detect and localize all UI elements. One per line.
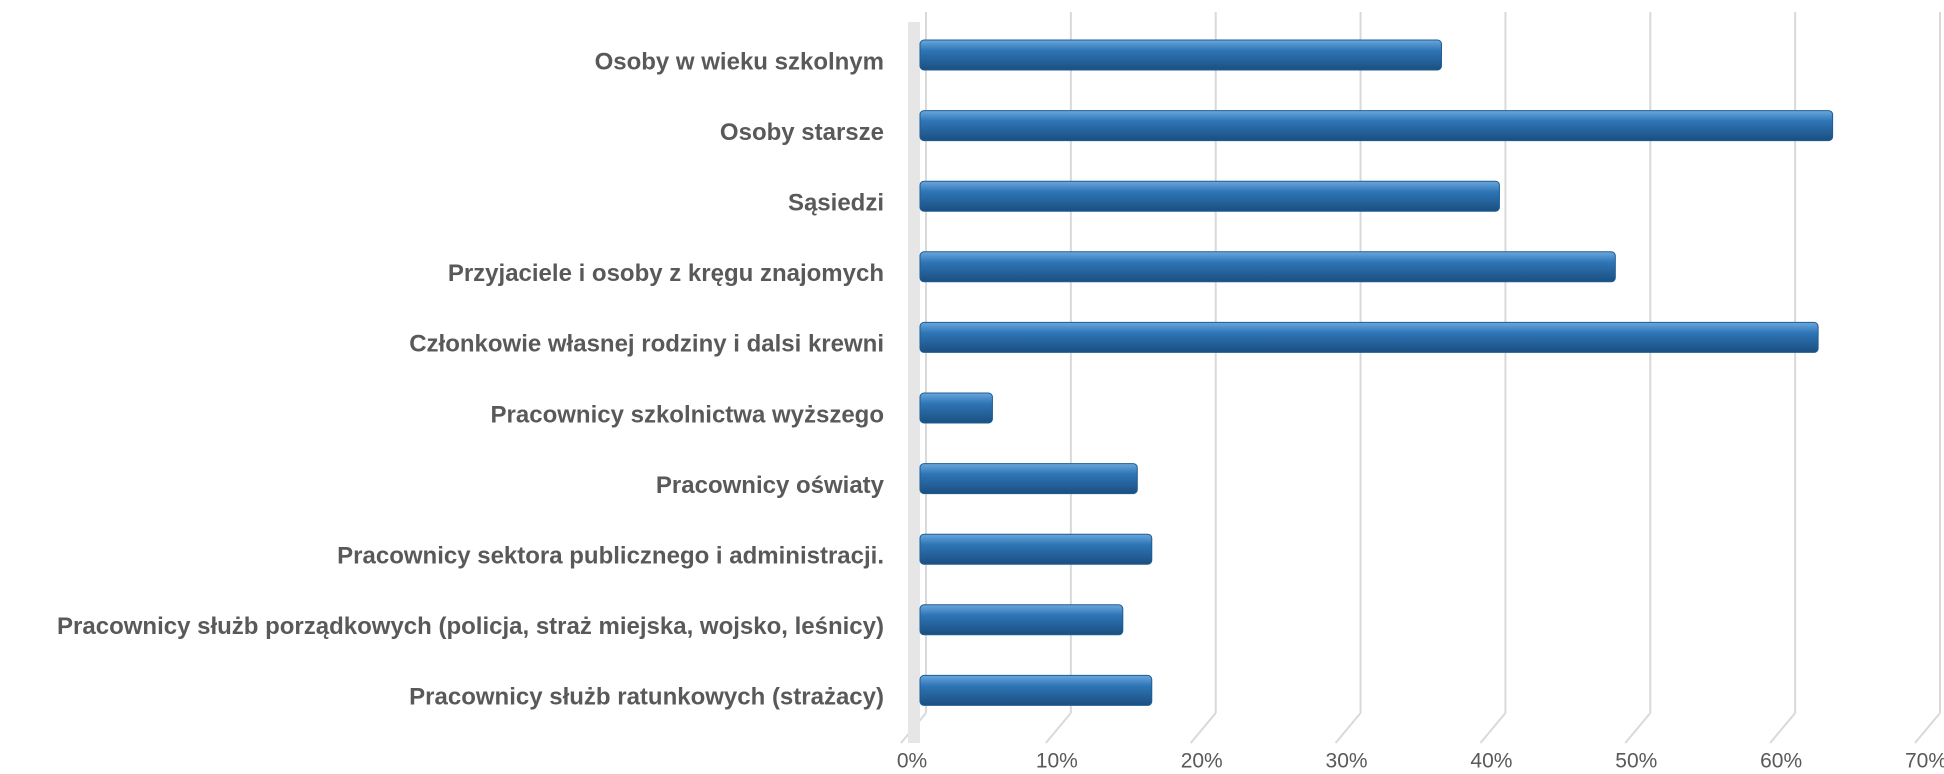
side-wall: [908, 22, 920, 743]
bar: [919, 180, 1500, 212]
y-tick-label: Pracownicy oświaty: [656, 472, 885, 499]
x-tick-label: 70%: [1905, 750, 1944, 773]
grid-line-floor: [1914, 712, 1941, 744]
grid-line-floor: [1479, 712, 1507, 744]
grid-line-floor: [1624, 712, 1652, 744]
x-tick-label: 50%: [1615, 750, 1657, 773]
x-tick-label: 10%: [1036, 750, 1078, 773]
x-tick-label: 20%: [1181, 750, 1223, 773]
bar: [919, 110, 1834, 142]
grid-line-floor: [1769, 712, 1796, 744]
y-tick-label: Pracownicy szkolnictwa wyższego: [491, 401, 884, 428]
bar: [919, 321, 1819, 353]
grid-line-floor: [1189, 712, 1217, 744]
y-tick-label: Pracownicy służb porządkowych (policja, …: [57, 613, 884, 640]
x-tick-label: 60%: [1760, 750, 1802, 773]
bar: [919, 674, 1153, 706]
y-tick-label: Pracownicy służb ratunkowych (strażacy): [409, 684, 884, 711]
bar: [919, 39, 1442, 71]
x-tick-label: 0%: [897, 750, 927, 773]
y-tick-label: Członkowie własnej rodziny i dalsi krewn…: [409, 331, 884, 358]
bar: [919, 251, 1616, 283]
y-tick-label: Sąsiedzi: [788, 190, 884, 217]
grid-line-floor: [1334, 712, 1362, 744]
y-tick-label: Przyjaciele i osoby z kręgu znajomych: [448, 260, 884, 287]
y-tick-label: Pracownicy sektora publicznego i adminis…: [337, 543, 884, 570]
bar: [919, 604, 1124, 636]
x-tick-label: 30%: [1326, 750, 1368, 773]
y-tick-label: Osoby starsze: [720, 119, 884, 146]
grid-line-floor: [1045, 712, 1072, 744]
bar: [919, 533, 1153, 565]
bar: [919, 392, 993, 424]
x-tick-label: 40%: [1470, 750, 1512, 773]
y-tick-label: Osoby w wieku szkolnym: [595, 48, 884, 75]
bar: [919, 463, 1138, 495]
